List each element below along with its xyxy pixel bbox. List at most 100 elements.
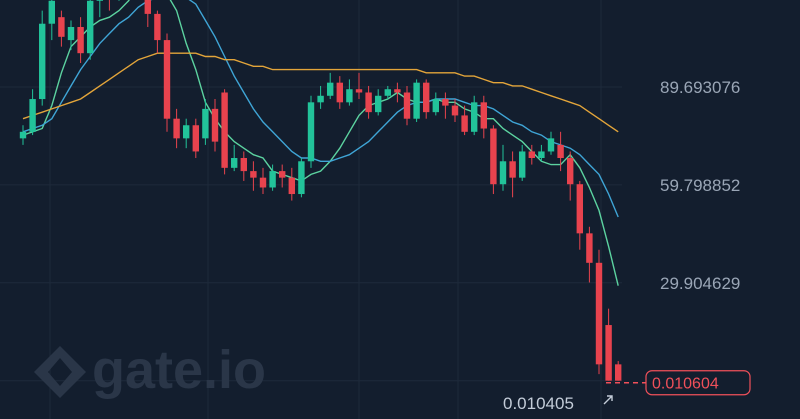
candle-body <box>394 89 401 93</box>
candle-body <box>384 89 391 96</box>
candle <box>615 361 622 381</box>
candle-body <box>298 161 305 195</box>
candle <box>144 0 151 27</box>
last-price-label: 0.010604 <box>652 376 719 393</box>
candle <box>231 144 238 172</box>
candle-body <box>221 92 228 168</box>
candle <box>490 125 497 195</box>
candle-body <box>269 171 276 188</box>
candle-body <box>375 95 382 113</box>
candle <box>39 10 46 106</box>
candle-body <box>615 364 622 381</box>
candle-body <box>557 144 564 159</box>
candle <box>461 105 468 136</box>
candle <box>173 108 180 149</box>
candle-body <box>307 102 315 162</box>
candle-body <box>509 161 516 178</box>
candle <box>154 10 161 54</box>
candle-body <box>346 89 353 103</box>
candle-body <box>442 99 449 106</box>
candle-body <box>183 125 190 139</box>
candle <box>118 0 120 1</box>
candle <box>336 76 343 109</box>
candle-body <box>423 82 430 113</box>
candle <box>384 85 391 100</box>
candle-body <box>231 158 238 168</box>
candle-body <box>471 102 478 132</box>
candle <box>365 85 372 119</box>
moving-averages <box>22 0 619 286</box>
candle <box>259 167 267 195</box>
candle-body <box>77 26 84 54</box>
candle-body <box>96 0 103 1</box>
candle <box>595 249 603 375</box>
candle <box>108 0 110 11</box>
candle <box>375 89 382 116</box>
candle <box>499 144 507 191</box>
low-price-label: 0.010405 <box>503 394 574 413</box>
candle-body <box>163 40 171 119</box>
candle-body <box>538 151 545 159</box>
candle <box>288 167 295 201</box>
candle <box>298 158 305 198</box>
candle <box>557 131 564 172</box>
y-axis-labels: 89.693076 59.798852 29.904629 <box>660 78 740 293</box>
candle-body <box>211 108 219 142</box>
candle-body <box>490 128 497 185</box>
candle-body <box>336 82 343 103</box>
candle-body <box>595 262 603 365</box>
candle-body <box>48 0 55 24</box>
candle-body <box>87 0 94 54</box>
candle <box>586 226 593 283</box>
candle <box>307 95 315 168</box>
candle-body <box>279 171 286 178</box>
candle-body <box>58 17 65 37</box>
candle-body <box>528 151 535 159</box>
candle <box>67 20 75 50</box>
candle-body <box>480 102 487 129</box>
candle-body <box>259 177 267 188</box>
y-tick-label: 29.904629 <box>660 274 740 293</box>
candle <box>279 164 286 188</box>
last-price-marker: 0.010604 <box>606 370 751 396</box>
candle-body <box>144 0 151 14</box>
candle-body <box>173 118 180 139</box>
candle-body <box>499 161 507 185</box>
candle <box>519 144 526 181</box>
candle-body <box>576 184 583 234</box>
candle-body <box>355 89 363 93</box>
candle-body <box>192 125 199 152</box>
candle-body <box>547 138 555 152</box>
y-tick-label: 89.693076 <box>660 78 740 97</box>
candle-body <box>403 92 411 119</box>
candle <box>528 144 535 165</box>
candle-body <box>413 82 420 119</box>
candle <box>221 89 228 175</box>
candle-body <box>586 233 593 263</box>
candle <box>269 164 276 191</box>
candle <box>480 95 487 139</box>
candle-body <box>39 23 46 100</box>
candle-body <box>519 151 526 178</box>
low-price-marker: 0.010405 <box>503 394 613 413</box>
gate-io-watermark: gate.io <box>92 340 266 400</box>
candle-body <box>288 177 295 195</box>
candle <box>346 79 353 106</box>
candle <box>19 125 27 145</box>
candle <box>567 151 574 201</box>
candle <box>58 10 65 47</box>
candle-body <box>19 131 27 139</box>
candle-body <box>365 92 372 113</box>
candle-body <box>461 115 468 132</box>
candle <box>442 92 449 119</box>
candle-body <box>240 158 247 172</box>
candle <box>403 85 411 126</box>
candle <box>471 95 478 136</box>
moving-average-line-1 <box>22 0 619 286</box>
candle <box>327 72 334 100</box>
candle-body <box>202 108 209 139</box>
candle <box>432 92 439 116</box>
candle <box>394 82 401 103</box>
candle-body <box>605 325 612 381</box>
